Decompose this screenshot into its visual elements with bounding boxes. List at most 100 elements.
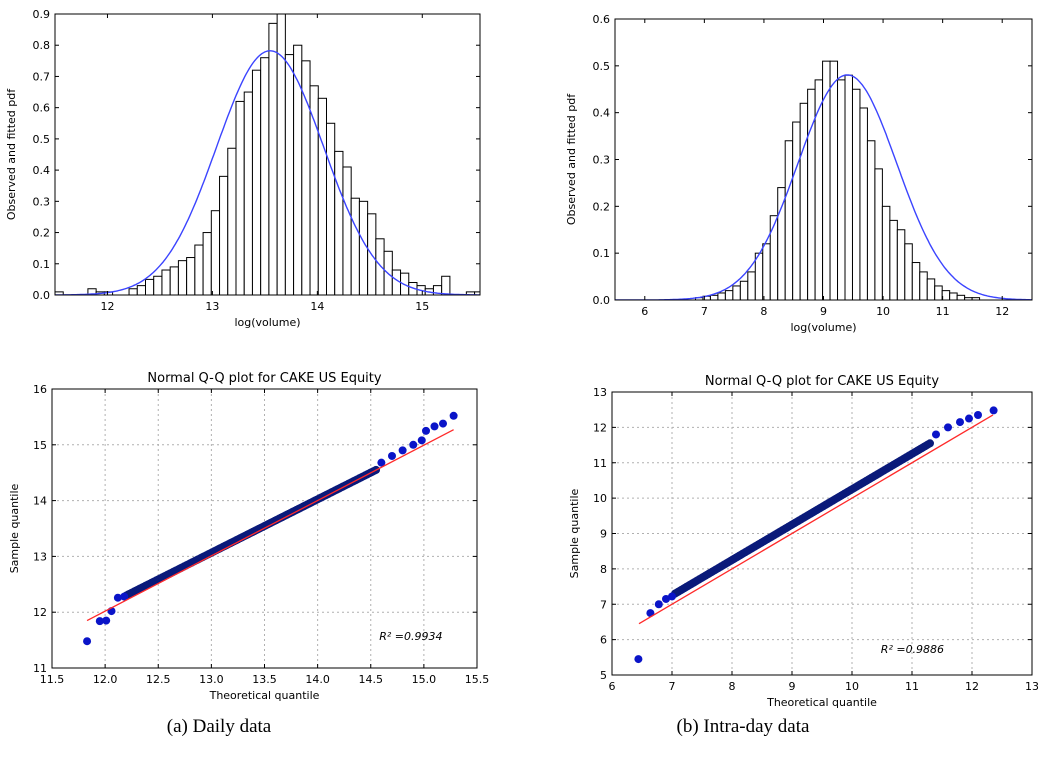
- y-tick-label: 0.2: [593, 200, 611, 213]
- y-tick-label: 11: [33, 662, 47, 675]
- histogram-bar: [301, 60, 311, 295]
- histogram-bar: [904, 243, 913, 300]
- qq-point: [430, 422, 439, 431]
- histogram-bar: [441, 275, 451, 295]
- qq-plot-daily: R² =0.9934 11.5 12.0 12.5 13.0 13.5 14.0 14.5 15…: [8, 371, 489, 702]
- histogram-bar: [210, 210, 221, 295]
- histogram-bar: [822, 60, 831, 300]
- x-axis-label: Theoretical quantile: [209, 689, 320, 702]
- histogram-daily: 12 13 14 15 0.0 0.1 0.2 0.3 0.4 0.5 0.6 0.7 0.8 0.9 lo…: [5, 8, 481, 329]
- histogram-bar: [851, 88, 861, 300]
- qq-point: [654, 600, 663, 609]
- fitted-pdf-line: [55, 50, 480, 295]
- qq-point: [932, 430, 940, 439]
- y-tick-label: 0.4: [33, 164, 51, 177]
- histogram-bar: [859, 107, 868, 300]
- histogram-bar: [829, 60, 839, 300]
- x-tick-label: 10: [876, 305, 890, 318]
- histogram-bar: [128, 288, 138, 295]
- x-tick-label: 14.0: [305, 673, 330, 686]
- histogram-bar: [949, 292, 958, 300]
- qq-point: [398, 446, 407, 455]
- histogram-bar: [896, 229, 906, 300]
- histogram-bar: [136, 285, 146, 295]
- y-tick-label: 0.7: [33, 70, 51, 83]
- histogram-bar: [747, 271, 756, 300]
- histogram-bar: [889, 219, 898, 300]
- histogram-bar: [144, 278, 155, 295]
- histogram-bar: [814, 79, 824, 300]
- y-tick-label: 10: [593, 492, 607, 505]
- x-tick-label: 15.5: [465, 673, 490, 686]
- qq-point: [974, 410, 982, 419]
- histogram-bar: [881, 205, 891, 300]
- x-tick-label: 12.0: [93, 673, 118, 686]
- reference-line: [86, 429, 454, 622]
- histogram-bar: [251, 69, 262, 295]
- histogram-bar: [325, 122, 336, 295]
- histogram-bar: [153, 275, 163, 295]
- qq-point: [439, 419, 447, 428]
- histogram-bar: [926, 278, 936, 300]
- histogram-bar: [739, 280, 749, 300]
- histogram-bar: [777, 187, 786, 300]
- y-tick-label: 6: [600, 634, 607, 647]
- r-squared-annotation: R² =0.9934: [379, 630, 442, 643]
- x-tick-label: 14.5: [359, 673, 384, 686]
- chart-title: Normal Q-Q plot for CAKE US Equity: [147, 371, 382, 386]
- qq-point: [944, 423, 952, 432]
- histogram-bar: [792, 121, 801, 300]
- fitted-pdf-line: [615, 74, 1032, 300]
- y-axis-label: Observed and fitted pdf: [565, 93, 578, 225]
- x-tick-label: 10: [845, 680, 859, 693]
- y-tick-label: 0.5: [33, 133, 51, 146]
- reference-line: [638, 414, 994, 625]
- y-tick-label: 13: [33, 550, 47, 563]
- histogram-bar: [284, 54, 295, 295]
- x-axis-label: log(volume): [234, 316, 300, 329]
- histogram-bar: [717, 292, 726, 300]
- x-tick-label: 9: [789, 680, 796, 693]
- histogram-bar: [919, 271, 928, 300]
- histogram-bar: [769, 215, 779, 300]
- histogram-bar: [358, 200, 369, 295]
- x-tick-label: 6: [641, 305, 648, 318]
- x-tick-label: 12: [995, 305, 1009, 318]
- histogram-bar: [724, 290, 734, 300]
- y-tick-label: 0.5: [593, 60, 611, 73]
- histogram-bar: [709, 294, 719, 300]
- qq-point: [83, 637, 92, 646]
- x-tick-label: 11: [936, 305, 950, 318]
- y-tick-label: 9: [600, 528, 607, 541]
- histogram-bar: [754, 252, 764, 300]
- histogram-bar: [762, 243, 771, 300]
- qq-point: [102, 616, 111, 625]
- qq-point: [965, 414, 973, 423]
- x-tick-label: 11.5: [40, 673, 65, 686]
- histogram-bar: [186, 257, 196, 295]
- qq-point: [95, 617, 104, 626]
- histogram-bar: [784, 140, 794, 300]
- histogram-bar: [934, 285, 943, 300]
- histogram-bar: [941, 290, 951, 300]
- y-tick-label: 0.8: [33, 39, 51, 52]
- qq-point: [449, 411, 458, 420]
- qq-point: [377, 458, 386, 467]
- x-tick-label: 6: [609, 680, 616, 693]
- histogram-bar: [309, 85, 319, 295]
- histogram-bar: [243, 91, 253, 295]
- histogram-bar: [334, 150, 344, 295]
- qq-point: [388, 451, 396, 460]
- caption-intraday: (b) Intra-day data: [676, 716, 810, 737]
- x-tick-label: 12: [100, 300, 114, 313]
- plot-area: [634, 406, 998, 664]
- y-tick-label: 11: [593, 457, 607, 470]
- plot-area: [83, 411, 458, 646]
- x-tick-label: 13: [1025, 680, 1038, 693]
- x-tick-label: 15.0: [412, 673, 437, 686]
- x-axis-label: Theoretical quantile: [766, 696, 877, 709]
- y-axis-label: Sample quantile: [568, 488, 581, 578]
- histogram-bar: [317, 97, 327, 295]
- x-tick-label: 7: [669, 680, 676, 693]
